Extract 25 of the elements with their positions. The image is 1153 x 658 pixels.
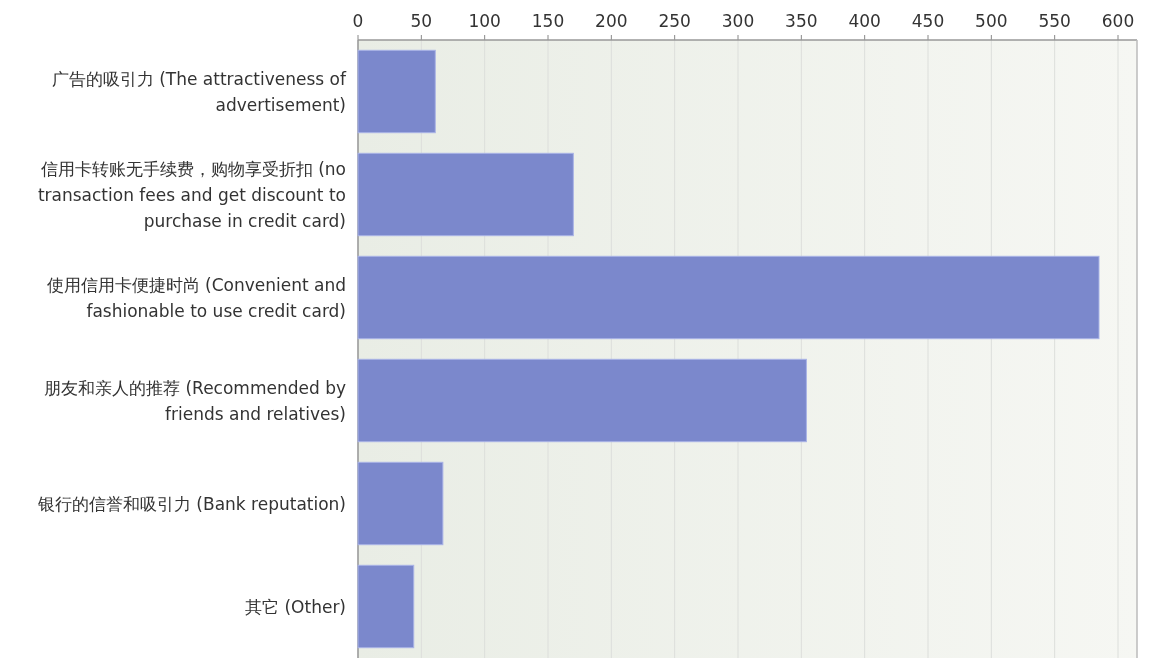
bar: [357, 358, 807, 443]
x-tick-label: 500: [975, 11, 1008, 31]
x-tick-label: 300: [721, 11, 755, 31]
bar: [357, 461, 444, 546]
bar: [357, 152, 574, 237]
x-tick-label: 200: [595, 11, 628, 31]
x-tick-label: 600: [1101, 11, 1135, 31]
x-tick-label: 550: [1038, 11, 1071, 31]
x-tick-label: 0: [352, 11, 364, 31]
x-tick-label: 400: [848, 11, 881, 31]
x-tick-label: 50: [410, 11, 433, 31]
x-tick-label: 350: [785, 11, 818, 31]
y-tick-label: 信用卡转账无手续费，购物享受折扣 (no transaction fees and get discount to purchase in credit card): [37, 158, 346, 231]
y-tick-label: 使用信用卡便捷时尚 (Convenient and fashionable to use credit card): [46, 274, 346, 321]
y-tick-label: 银行的信誉和吸引力 (Bank reputation): [36, 493, 346, 514]
x-tick-label: 250: [658, 11, 691, 31]
y-tick-label: 其它 (Other): [245, 596, 346, 617]
bar: [357, 49, 436, 134]
bar: [357, 564, 415, 649]
x-tick-label: 150: [531, 11, 565, 31]
y-tick-label: 广告的吸引力 (The attractiveness of advertisement): [51, 68, 347, 115]
bar: [357, 255, 1100, 340]
x-tick-label: 100: [468, 11, 501, 31]
x-tick-label: 450: [911, 11, 945, 31]
y-tick-label: 朋友和亲人的推荐 (Recommended by friends and relatives): [44, 377, 346, 424]
